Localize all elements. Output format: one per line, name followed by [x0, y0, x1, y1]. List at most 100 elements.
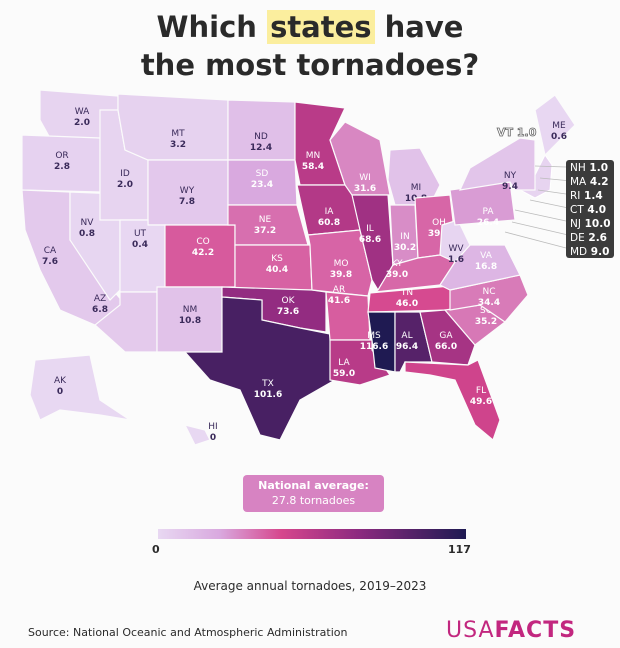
state-tx	[183, 296, 336, 441]
state-value-label: 10.8	[179, 316, 201, 326]
color-scale-bar	[158, 529, 466, 539]
state-code-label: LA	[338, 358, 350, 368]
state-code-label: ME	[552, 121, 566, 131]
state-ne	[227, 204, 309, 246]
small-state-label-nj: NJ 10.0	[570, 218, 611, 230]
state-value-label: 101.6	[254, 390, 282, 400]
state-value-label: 31.6	[354, 184, 376, 194]
callout-leader-line	[504, 231, 567, 249]
state-value-label: 9.4	[502, 182, 518, 192]
state-code-label: MT	[171, 129, 185, 139]
state-value-label: 49.6	[470, 397, 492, 407]
small-state-label-de: DE 2.6	[570, 232, 607, 244]
legend-caption: Average annual tornadoes, 2019–2023	[193, 579, 427, 593]
state-value-label: 116.6	[360, 342, 388, 352]
state-code-label: MO	[334, 259, 349, 269]
small-state-label-ct: CT 4.0	[570, 204, 607, 216]
state-code-label: TN	[400, 288, 413, 298]
state-code-label: TX	[261, 379, 274, 389]
state-code-label: WY	[180, 186, 195, 196]
state-value-label: 6.8	[92, 305, 108, 315]
state-value-label: 0	[210, 433, 216, 443]
state-value-label: 26.4	[477, 218, 499, 228]
scale-max-label: 117	[448, 543, 471, 556]
state-code-label: IL	[366, 224, 374, 234]
state-code-label: AZ	[94, 294, 106, 304]
state-value-label: 12.4	[250, 143, 272, 153]
state-me	[534, 94, 576, 157]
state-code-label: SC	[480, 306, 492, 316]
state-value-label: 39.4	[428, 229, 450, 239]
state-value-label: 96.4	[396, 342, 418, 352]
state-ms	[367, 311, 396, 373]
state-value-label: 23.4	[251, 180, 273, 190]
title-highlight: states	[267, 10, 375, 44]
state-code-label: IN	[400, 232, 409, 242]
state-code-label: AK	[54, 376, 67, 386]
state-value-label: 46.0	[396, 299, 418, 309]
state-value-label: 60.8	[318, 218, 340, 228]
state-code-label: PA	[482, 207, 494, 217]
state-value-label: 73.6	[277, 307, 299, 317]
state-value-label: 0.8	[79, 229, 95, 239]
state-code-label: WV	[448, 244, 464, 254]
state-code-label: AL	[401, 331, 412, 341]
state-code-label: OR	[55, 151, 68, 161]
usafacts-logo: USAFACTS	[446, 618, 577, 643]
state-code-label: KY	[391, 259, 403, 269]
state-value-label: 0	[57, 387, 63, 397]
state-code-label: AR	[333, 285, 345, 295]
state-ny	[458, 137, 536, 191]
state-value-label: 40.4	[266, 265, 288, 275]
state-value-label: 0.6	[551, 132, 567, 142]
state-code-label: IA	[325, 207, 335, 217]
state-code-label: MI	[411, 183, 421, 193]
page-title: Which states have the most tornadoes?	[140, 10, 480, 82]
state-code-label: HI	[208, 422, 217, 432]
state-value-label: 2.8	[54, 162, 70, 172]
small-state-label-vt: VT 1.0	[497, 126, 537, 140]
state-value-label: 3.2	[170, 140, 186, 150]
state-fl	[404, 359, 501, 442]
state-code-label: OH	[432, 218, 446, 228]
state-code-label: WI	[359, 173, 371, 183]
state-mt	[117, 93, 229, 161]
callout-leader-line	[537, 189, 567, 195]
scale-min-label: 0	[152, 543, 160, 556]
state-value-label: 37.2	[254, 226, 276, 236]
state-code-label: ND	[254, 132, 268, 142]
state-value-label: 7.8	[179, 197, 195, 207]
state-value-label: 42.2	[192, 248, 214, 258]
state-code-label: MN	[306, 151, 321, 161]
small-states-callout: NH 1.0 MA 4.2 RI 1.4 CT 4.0 NJ 10.0 DE 2.6 MD …	[566, 160, 614, 258]
source-text: Source: National Oceanic and Atmospheric…	[28, 626, 348, 639]
callout-leader-line	[539, 177, 567, 181]
state-code-label: FL	[476, 386, 486, 396]
small-state-label-nh: NH 1.0	[570, 162, 609, 174]
state-value-label: 39.0	[386, 270, 408, 280]
state-value-label: 66.0	[435, 342, 457, 352]
state-value-label: 7.6	[42, 257, 58, 267]
state-code-label: NM	[183, 305, 198, 315]
state-code-label: ID	[120, 169, 130, 179]
small-state-label-md: MD 9.0	[570, 246, 610, 258]
small-state-label-ma: MA 4.2	[570, 176, 609, 188]
small-state-label-ri: RI 1.4	[570, 190, 603, 202]
callout-leader-line	[529, 199, 567, 208]
state-code-label: NV	[81, 218, 95, 228]
state-code-label: UT	[134, 229, 147, 239]
state-code-label: NE	[259, 215, 272, 225]
us-map: WA2.0OR2.8CA7.6NV0.8ID2.0MT3.2WY7.8UT0.4…	[21, 89, 576, 446]
state-value-label: 41.6	[328, 296, 350, 306]
state-value-label: 35.2	[475, 317, 497, 327]
callout-leader-line	[514, 209, 567, 222]
state-value-label: 68.6	[359, 235, 381, 245]
state-code-label: KS	[271, 254, 283, 264]
callout-leader-line	[534, 165, 567, 168]
state-code-label: GA	[439, 331, 453, 341]
state-wv	[439, 219, 471, 263]
state-value-label: 0.4	[132, 240, 148, 250]
state-code-label: CA	[44, 246, 57, 256]
state-code-label: SD	[256, 169, 269, 179]
state-code-label: CO	[196, 237, 209, 247]
